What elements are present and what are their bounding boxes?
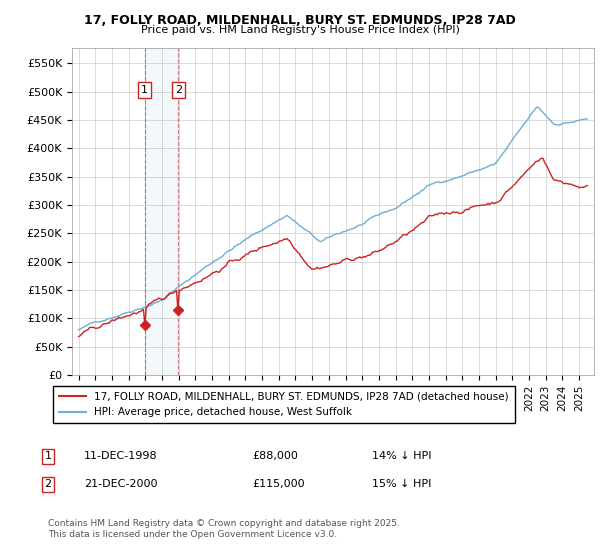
Text: 1: 1 [141, 85, 148, 95]
Text: 2: 2 [175, 85, 182, 95]
Text: 17, FOLLY ROAD, MILDENHALL, BURY ST. EDMUNDS, IP28 7AD: 17, FOLLY ROAD, MILDENHALL, BURY ST. EDM… [84, 14, 516, 27]
Text: £115,000: £115,000 [252, 479, 305, 489]
Text: £88,000: £88,000 [252, 451, 298, 461]
Text: 2: 2 [44, 479, 52, 489]
Legend: 17, FOLLY ROAD, MILDENHALL, BURY ST. EDMUNDS, IP28 7AD (detached house), HPI: Av: 17, FOLLY ROAD, MILDENHALL, BURY ST. EDM… [53, 386, 515, 423]
Text: 15% ↓ HPI: 15% ↓ HPI [372, 479, 431, 489]
Text: Contains HM Land Registry data © Crown copyright and database right 2025.
This d: Contains HM Land Registry data © Crown c… [48, 520, 400, 539]
Text: 1: 1 [44, 451, 52, 461]
Text: 14% ↓ HPI: 14% ↓ HPI [372, 451, 431, 461]
Text: 11-DEC-1998: 11-DEC-1998 [84, 451, 158, 461]
Text: 21-DEC-2000: 21-DEC-2000 [84, 479, 157, 489]
Bar [145, 48, 178, 375]
Text: Price paid vs. HM Land Registry's House Price Index (HPI): Price paid vs. HM Land Registry's House … [140, 25, 460, 35]
